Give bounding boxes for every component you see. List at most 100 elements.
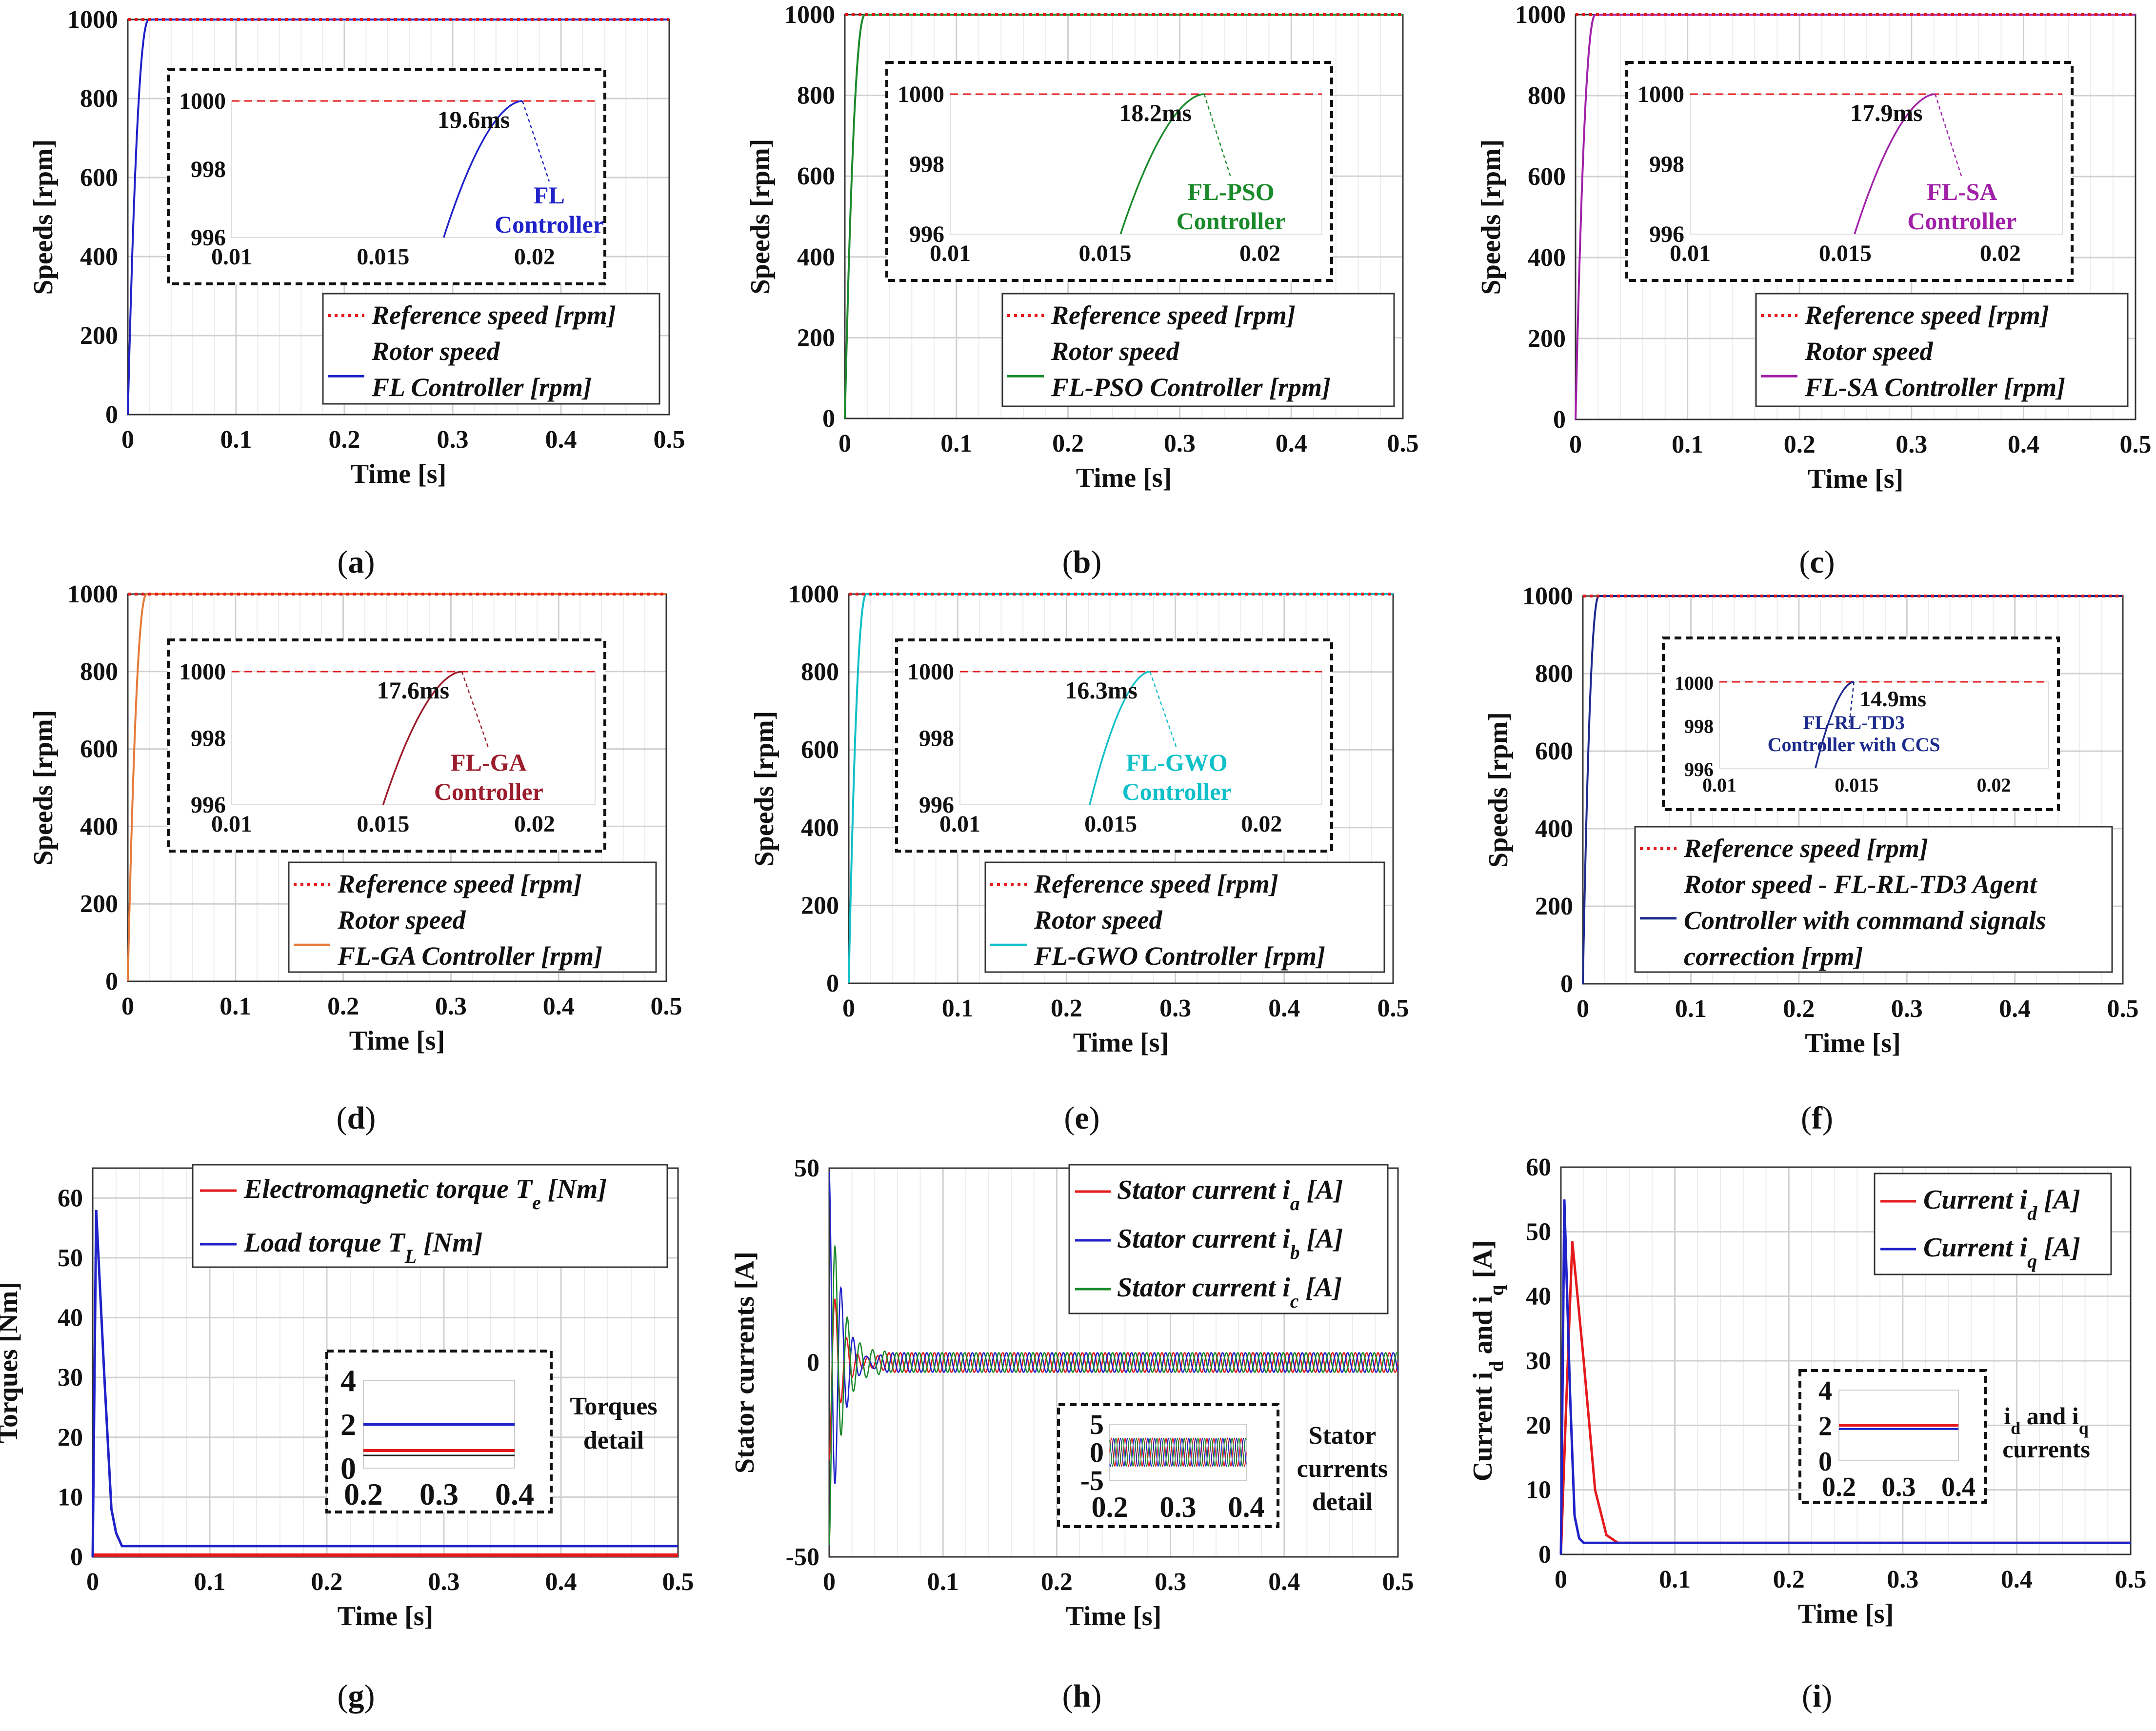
legend-entry: correction [rpm] — [1684, 942, 1863, 971]
x-axis-label: Time [s] — [1076, 463, 1172, 493]
legend-entry: FL-GA Controller [rpm] — [337, 941, 602, 971]
y-tick-label: 0 — [1538, 1541, 1551, 1569]
caption-c: (c) — [1799, 544, 1835, 580]
y-tick-label: 600 — [801, 736, 839, 764]
y-axis-label: Stator currents [A] — [730, 1252, 760, 1473]
inset-speed-line — [1089, 671, 1150, 805]
inset-y-tick: 1000 — [907, 659, 954, 685]
inset-detail-label: Stator — [1309, 1422, 1377, 1450]
inset-controller-label: Controller — [1907, 207, 2016, 235]
inset-x-tick: 0.015 — [1819, 240, 1872, 266]
x-tick-label: 0.4 — [2008, 431, 2039, 458]
inset-x-tick: 0.015 — [1835, 774, 1878, 796]
settling-time-annotation: 17.6ms — [377, 676, 450, 704]
inset-y-tick: 996 — [909, 221, 944, 247]
inset-detail-label: id and iq — [2004, 1402, 2088, 1438]
x-tick-label: 0.4 — [1268, 1568, 1300, 1596]
inset-detail-label: currents — [2002, 1435, 2090, 1463]
x-axis-label: Time [s] — [1805, 1028, 1901, 1058]
y-tick-label: 200 — [80, 890, 118, 918]
legend-box — [192, 1164, 668, 1268]
inset-x-tick: 0.3 — [1882, 1472, 1916, 1502]
legend-entry: Electromagnetic torque Te [Nm] — [243, 1174, 607, 1214]
y-tick-label: -50 — [786, 1543, 819, 1571]
x-tick-label: 0 — [842, 995, 855, 1022]
x-tick-label: 0.2 — [1784, 431, 1816, 458]
inset-x-tick: 0.015 — [1084, 811, 1137, 837]
x-tick-label: 0 — [121, 993, 134, 1020]
y-tick-label: 800 — [801, 658, 839, 686]
inset-y-tick: 1000 — [1675, 672, 1714, 694]
rotor-speed-line — [127, 19, 669, 415]
y-tick-label: 200 — [801, 892, 839, 919]
inset-y-tick: 998 — [1684, 716, 1714, 737]
stator-current-ia-line — [828, 1298, 1399, 1460]
legend-box — [1634, 826, 2113, 973]
x-tick-label: 0.3 — [435, 993, 467, 1020]
caption-g: (g) — [337, 1678, 375, 1714]
annotation-leader — [1149, 671, 1178, 749]
x-tick-label: 0 — [838, 430, 851, 458]
y-tick-label: 50 — [794, 1154, 819, 1182]
legend-box — [1068, 1164, 1389, 1314]
inset-x-tick: 0.02 — [514, 811, 555, 837]
legend-entry: Stator current ib [A] — [1117, 1224, 1343, 1263]
legend-entry: FL-GWO Controller [rpm] — [1034, 941, 1325, 971]
inset-x-tick: 0.02 — [1977, 774, 2011, 796]
settling-time-annotation: 18.2ms — [1119, 99, 1192, 126]
rotor-speed-line — [844, 14, 1403, 419]
inset-plot — [1719, 681, 2049, 769]
y-tick-label: 0 — [105, 968, 118, 995]
y-tick-label: 400 — [1535, 815, 1573, 843]
x-axis-label: Time [s] — [351, 459, 447, 489]
inset-x-tick: 0.01 — [1670, 240, 1711, 266]
stator-current-ib-line — [828, 1172, 1399, 1484]
x-tick-label: 0.2 — [1773, 1566, 1805, 1593]
legend-entry: Controller with command signals — [1684, 906, 2046, 935]
inset-x-tick: 0.4 — [495, 1477, 534, 1512]
x-tick-label: 0.2 — [329, 426, 360, 454]
legend-box — [1874, 1173, 2112, 1275]
inset-x-tick: 0.015 — [1079, 240, 1132, 266]
caption-f: (f) — [1801, 1100, 1833, 1136]
y-axis-label: Torques [Nm] — [0, 1282, 23, 1443]
rotor-speed-line — [1582, 595, 2123, 984]
x-tick-label: 0.5 — [662, 1568, 694, 1596]
x-tick-label: 0 — [1555, 1566, 1567, 1593]
legend-entry: FL-SA Controller [rpm] — [1804, 373, 2065, 402]
inset-x-tick: 0.02 — [1239, 240, 1280, 266]
chart-c: 0 0.1 0.2 0.3 0.4 0.5 0 200 400 600 800 1000 Time [s… — [1476, 1, 2152, 494]
inset-x-tick: 0.02 — [1241, 811, 1282, 837]
inset-controller-label: Controller — [1122, 778, 1232, 805]
x-tick-label: 0.3 — [1887, 1566, 1918, 1593]
x-tick-label: 0.5 — [2115, 1566, 2147, 1593]
legend-entry: Current iq [A] — [1923, 1233, 2080, 1272]
x-tick-label: 0.1 — [1659, 1566, 1691, 1593]
x-tick-label: 0.3 — [437, 426, 469, 454]
inset-x-tick: 0.4 — [1941, 1472, 1976, 1502]
y-tick-label: 0 — [826, 970, 839, 997]
inset-x-tick: 0.01 — [939, 811, 980, 837]
y-tick-label: 200 — [797, 324, 835, 352]
y-tick-label: 200 — [1535, 893, 1573, 920]
legend-entry: Reference speed [rpm] — [1683, 834, 1928, 863]
x-tick-label: 0 — [1569, 431, 1582, 458]
legend-entry: Rotor speed — [1804, 337, 1933, 366]
inset-speed-line — [1119, 93, 1204, 235]
y-tick-label: 600 — [80, 736, 118, 763]
x-tick-label: 0.1 — [220, 426, 252, 454]
y-tick-label: 800 — [80, 85, 118, 113]
inset-controller-label: Controller — [495, 211, 604, 238]
inset-x-tick: 0.2 — [1822, 1472, 1856, 1502]
y-tick-label: 600 — [1535, 737, 1573, 765]
y-tick-label: 60 — [1526, 1154, 1551, 1181]
legend-entry: Reference speed [rpm] — [337, 869, 582, 898]
inset-y-tick: 1000 — [179, 88, 226, 114]
inset-y-tick: 996 — [1649, 221, 1684, 247]
caption-i: (i) — [1801, 1678, 1833, 1714]
y-tick-label: 1000 — [67, 580, 118, 608]
y-tick-label: 20 — [1526, 1412, 1551, 1439]
